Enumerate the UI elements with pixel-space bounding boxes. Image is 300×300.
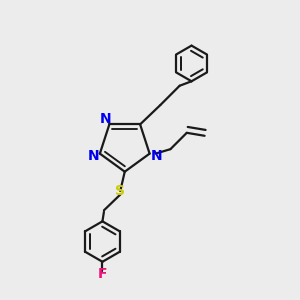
Text: F: F xyxy=(98,267,107,281)
Text: S: S xyxy=(115,184,125,198)
Text: N: N xyxy=(151,149,162,163)
Text: N: N xyxy=(87,149,99,163)
Text: N: N xyxy=(99,112,111,126)
